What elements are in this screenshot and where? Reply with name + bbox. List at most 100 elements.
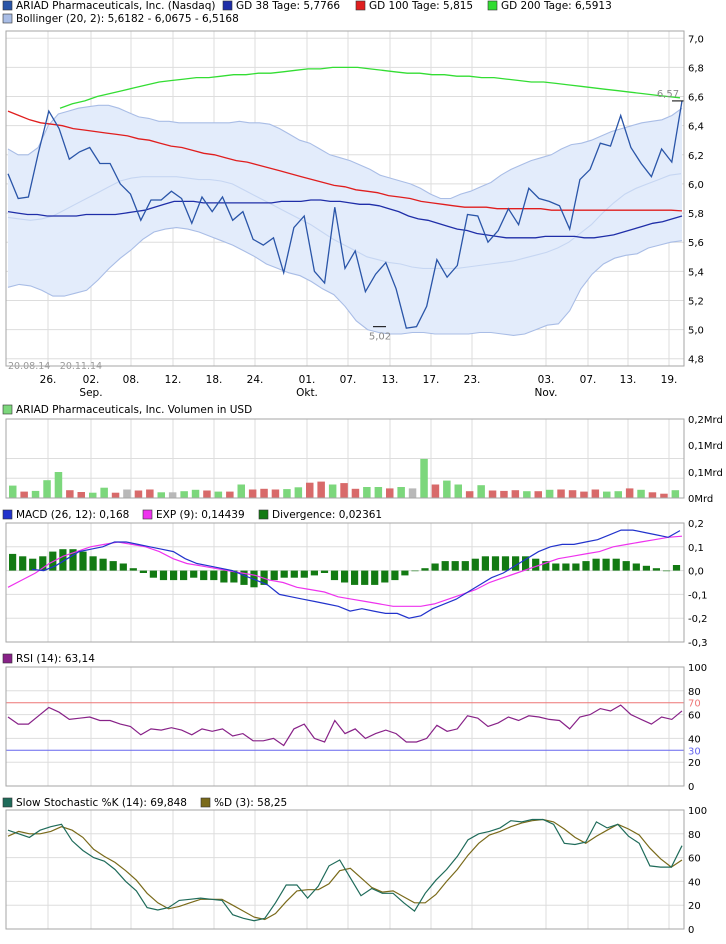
price-x-tick-13: 13. [620, 374, 637, 386]
price-y-tick-5: 6,0 [688, 180, 704, 191]
stoch-panel-frame [5, 809, 685, 930]
volume-bar-2 [31, 490, 40, 498]
divergence-bar-11 [119, 563, 127, 571]
volume-legend-label-0: ARIAD Pharmaceuticals, Inc. Volumen in U… [16, 404, 252, 416]
divergence-bar-14 [149, 570, 157, 578]
price-x-tick-1: 02. [83, 374, 100, 386]
divergence-bar-2 [29, 558, 37, 571]
volume-bar-44 [511, 490, 520, 498]
divergence-bar-29 [300, 570, 308, 578]
rsi-y-tick-2: 60 [688, 711, 701, 722]
price-legend-label-1: GD 38 Tage: 5,7766 [236, 0, 340, 12]
divergence-bar-61 [622, 561, 630, 571]
volume-bar-32 [374, 487, 383, 498]
divergence-bar-5 [59, 549, 67, 571]
volume-bar-20 [237, 484, 245, 498]
divergence-bar-1 [19, 556, 27, 571]
volume-bar-28 [328, 484, 337, 498]
divergence-bar-23 [240, 570, 248, 585]
divergence-bar-36 [371, 570, 379, 585]
divergence-bar-40 [411, 570, 419, 572]
volume-bar-45 [523, 491, 531, 498]
macd-y-tick-5: -0,3 [688, 638, 708, 649]
volume-bar-15 [180, 491, 188, 498]
divergence-bar-57 [582, 561, 590, 571]
price-x-tick-12: 07. [580, 374, 597, 386]
divergence-bar-9 [99, 558, 107, 571]
macd-panel-frame [5, 522, 685, 643]
price-x-tick-7: 07. [340, 374, 357, 386]
divergence-bar-7 [79, 551, 87, 571]
volume-bar-16 [191, 489, 200, 498]
volume-bar-14 [168, 492, 177, 498]
volume-bar-25 [294, 487, 303, 498]
volume-bar-26 [306, 482, 314, 498]
price-y-tick-6: 5,8 [688, 209, 704, 220]
volume-bar-53 [614, 491, 622, 498]
volume-bar-27 [317, 481, 325, 498]
volume-bar-21 [248, 489, 257, 498]
volume-bar-33 [386, 488, 394, 498]
stoch-y-tick-0: 100 [688, 806, 707, 817]
price-x-tick-0: 26. [40, 374, 57, 386]
divergence-bar-21 [220, 570, 228, 583]
divergence-bar-18 [190, 570, 198, 578]
macd-legend-swatch-0 [2, 509, 13, 520]
divergence-bar-15 [159, 570, 168, 581]
stoch-y-tick-4: 20 [688, 901, 701, 912]
stoch-y-tick-5: 0 [688, 925, 694, 936]
month-label-0: Sep. [79, 387, 102, 399]
divergence-bar-51 [522, 556, 530, 571]
volume-bar-11 [134, 490, 143, 498]
macd-line [31, 529, 681, 619]
volume-bar-50 [580, 491, 588, 498]
volume-bar-19 [226, 491, 234, 498]
divergence-bar-63 [642, 565, 650, 571]
divergence-bar-8 [89, 556, 97, 571]
divergence-bar-28 [290, 570, 298, 578]
divergence-bar-46 [471, 558, 479, 571]
volume-bar-7 [89, 492, 97, 498]
boll-legend-swatch-0 [2, 13, 13, 24]
divergence-bar-62 [632, 563, 640, 571]
volume-bar-56 [648, 492, 657, 498]
divergence-bar-0 [9, 553, 17, 571]
stoch-y-tick-2: 60 [688, 854, 701, 865]
volume-bar-49 [568, 490, 577, 498]
divergence-bar-42 [431, 563, 439, 571]
volume-y-tick-1: 0,1Mrd [688, 441, 723, 452]
rsi-y-tick-3: 40 [688, 734, 701, 745]
volume-bar-3 [43, 480, 51, 498]
volume-bar-29 [340, 483, 348, 498]
divergence-bar-59 [602, 558, 610, 571]
volume-bar-58 [671, 490, 680, 498]
divergence-bar-35 [361, 570, 369, 585]
volume-bar-36 [420, 458, 428, 498]
volume-bar-47 [545, 489, 554, 498]
divergence-bar-66 [672, 565, 681, 571]
divergence-bar-49 [501, 556, 510, 571]
divergence-bar-34 [351, 570, 359, 585]
divergence-bar-65 [662, 570, 671, 572]
macd-legend-label-1: EXP (9): 0,14439 [156, 509, 245, 521]
price-x-tick-2: 08. [123, 374, 140, 386]
gd100-line [7, 110, 683, 212]
macd-y-tick-1: 0,1 [688, 543, 704, 554]
macd-y-tick-0: 0,2 [688, 519, 704, 530]
rsi-y-tick-4: 20 [688, 758, 701, 769]
divergence-bar-30 [310, 570, 318, 576]
divergence-bar-44 [451, 561, 459, 571]
volume-bar-57 [660, 493, 668, 498]
divergence-bar-3 [39, 556, 47, 571]
rsi-legend-label-0: RSI (14): 63,14 [16, 653, 95, 665]
price-x-tick-14: 19. [661, 374, 678, 386]
price-y-tick-2: 6,6 [688, 93, 704, 104]
stoch-legend-swatch-0 [2, 797, 13, 808]
volume-bar-1 [20, 491, 28, 498]
volume-bar-52 [603, 491, 611, 498]
price-line [7, 100, 683, 329]
volume-bar-13 [157, 492, 165, 498]
stoch-legend-label-1: %D (3): 58,25 [214, 797, 287, 809]
price-x-tick-10: 23. [464, 374, 481, 386]
price-legend-swatch-0 [2, 0, 13, 11]
